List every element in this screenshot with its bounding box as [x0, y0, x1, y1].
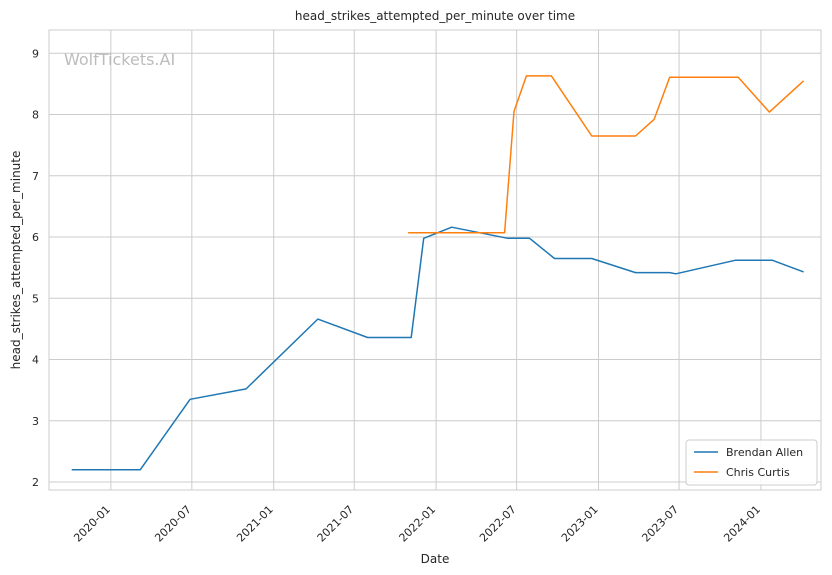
watermark-text: WolfTickets.AI — [64, 50, 175, 69]
y-tick-label: 8 — [32, 109, 39, 122]
y-axis-label: head_strikes_attempted_per_minute — [9, 151, 23, 370]
plot-frame — [48, 29, 822, 491]
x-tick-label: 2021-01 — [234, 503, 276, 545]
y-tick-label: 5 — [32, 292, 39, 305]
legend-label-chris-curtis: Chris Curtis — [726, 466, 790, 479]
legend-box — [685, 439, 818, 486]
series-line-brendan-allen — [71, 226, 804, 471]
x-tick-label: 2020-07 — [152, 503, 194, 545]
y-tick-label: 3 — [32, 415, 39, 428]
x-tick-labels: 2020-01 2020-07 2021-01 2021-07 2022-01 2022-… — [71, 503, 763, 545]
x-tick-label: 2022-07 — [477, 503, 519, 545]
x-tick-label: 2024-01 — [721, 503, 763, 545]
y-tick-label: 4 — [32, 354, 39, 367]
y-tick-label: 6 — [32, 231, 39, 244]
x-tick-label: 2021-07 — [315, 503, 357, 545]
x-tick-label: 2023-01 — [559, 503, 601, 545]
plot-background — [49, 30, 821, 490]
y-tick-label: 9 — [32, 47, 39, 60]
series-lines — [71, 75, 805, 471]
legend-label-brendan-allen: Brendan Allen — [726, 446, 803, 459]
x-tick-label: 2023-07 — [639, 503, 681, 545]
chart-title: head_strikes_attempted_per_minute over t… — [295, 9, 575, 23]
x-tick-label: 2022-01 — [397, 503, 439, 545]
x-axis-label: Date — [421, 552, 450, 566]
x-tick-label: 2020-01 — [71, 503, 113, 545]
y-tick-labels: 2 3 4 5 6 7 8 9 — [32, 47, 39, 489]
y-tick-label: 7 — [32, 170, 39, 183]
series-line-chris-curtis — [408, 75, 805, 234]
legend: Brendan Allen Chris Curtis — [685, 439, 818, 486]
y-tick-label: 2 — [32, 476, 39, 489]
